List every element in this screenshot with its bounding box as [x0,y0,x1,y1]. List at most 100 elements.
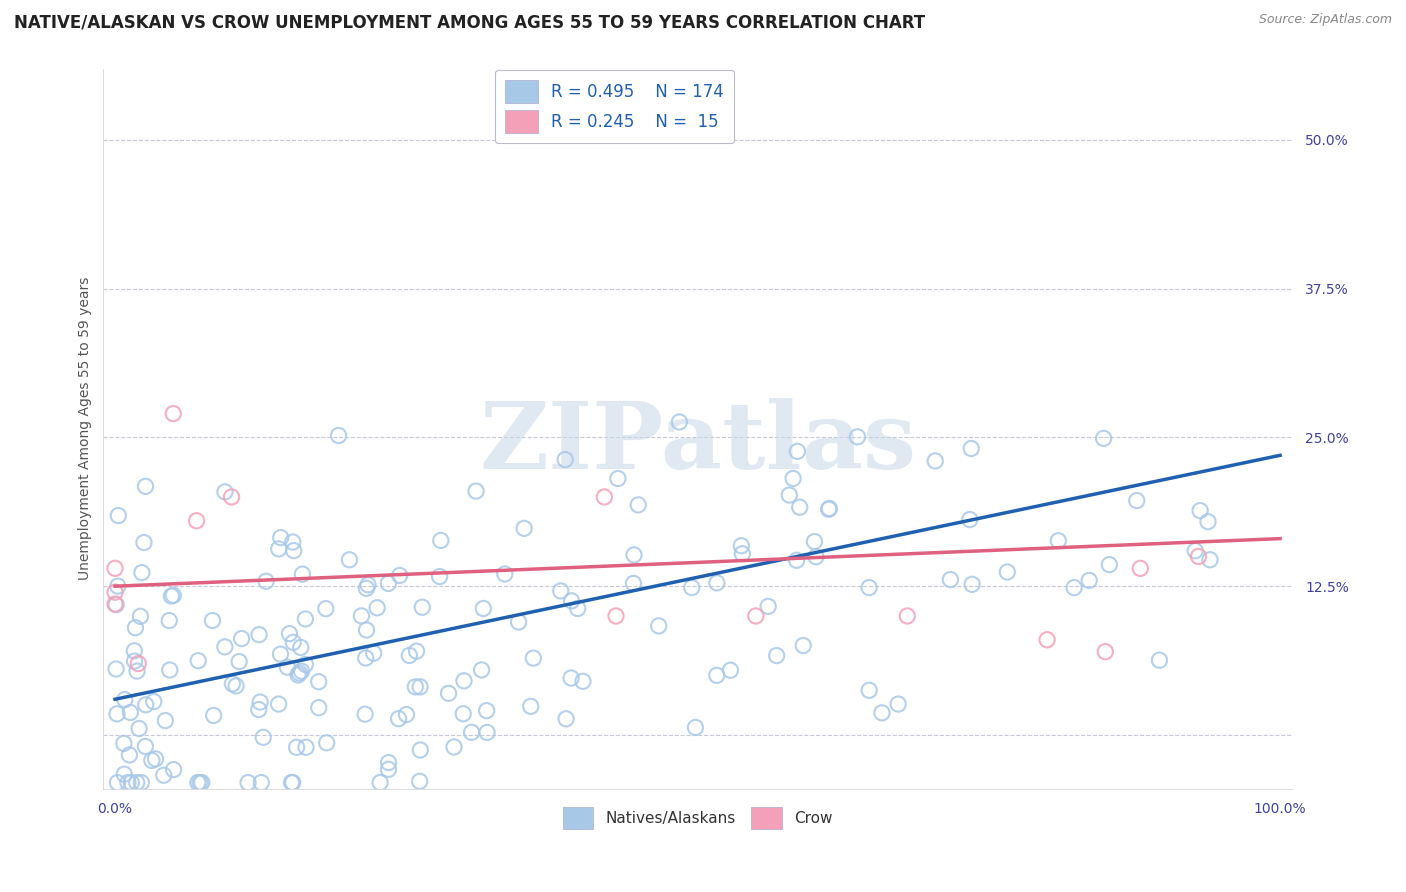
Point [356,623,378,637]
Point [104,597,127,611]
Point [409,680,432,694]
Point [1094,645,1116,659]
Point [120,775,142,789]
Point [522,651,544,665]
Point [339,553,361,567]
Point [107,579,129,593]
Point [858,683,880,698]
Point [555,712,578,726]
Point [778,488,800,502]
Point [398,648,420,663]
Point [550,583,572,598]
Point [730,539,752,553]
Point [451,706,474,721]
Point [765,648,787,663]
Point [231,632,253,646]
Point [395,707,418,722]
Point [280,775,302,789]
Point [186,514,208,528]
Point [160,589,183,603]
Point [105,598,128,612]
Point [132,535,155,549]
Point [627,498,650,512]
Point [228,655,250,669]
Point [405,644,427,658]
Point [817,502,839,516]
Point [124,654,146,668]
Point [315,601,337,615]
Point [328,428,350,442]
Point [409,774,432,789]
Point [105,662,128,676]
Point [363,646,385,660]
Point [221,677,243,691]
Point [250,775,273,789]
Point [377,762,399,776]
Point [159,663,181,677]
Point [924,454,946,468]
Point [648,619,671,633]
Point [960,442,983,456]
Point [1036,632,1059,647]
Point [131,566,153,580]
Point [475,704,498,718]
Point [202,708,225,723]
Point [939,573,962,587]
Point [162,763,184,777]
Point [118,747,141,762]
Point [315,736,337,750]
Point [453,673,475,688]
Point [247,702,270,716]
Point [281,535,304,549]
Point [377,756,399,770]
Point [960,577,983,591]
Point [354,707,377,722]
Point [187,654,209,668]
Point [135,479,157,493]
Text: Source: ZipAtlas.com: Source: ZipAtlas.com [1258,13,1392,27]
Point [411,600,433,615]
Point [756,599,779,614]
Point [125,664,148,678]
Point [465,484,488,499]
Point [188,775,211,789]
Point [1078,574,1101,588]
Point [308,674,330,689]
Point [1092,431,1115,445]
Point [409,743,432,757]
Point [1149,653,1171,667]
Point [887,697,910,711]
Point [283,635,305,649]
Point [623,576,645,591]
Point [107,775,129,789]
Point [128,722,150,736]
Point [803,534,825,549]
Point [404,680,426,694]
Point [134,739,156,754]
Point [1125,493,1147,508]
Point [623,548,645,562]
Point [120,706,142,720]
Point [287,668,309,682]
Point [267,541,290,556]
Point [290,640,312,655]
Point [278,626,301,640]
Point [430,533,453,548]
Point [606,471,628,485]
Point [125,775,148,789]
Point [720,663,742,677]
Point [267,697,290,711]
Point [269,647,291,661]
Point [162,588,184,602]
Point [190,775,212,789]
Point [105,706,128,721]
Point [104,585,127,599]
Point [141,753,163,767]
Point [668,415,690,429]
Point [731,547,754,561]
Point [276,660,298,674]
Point [605,609,627,624]
Point [471,663,494,677]
Point [494,566,516,581]
Point [437,686,460,700]
